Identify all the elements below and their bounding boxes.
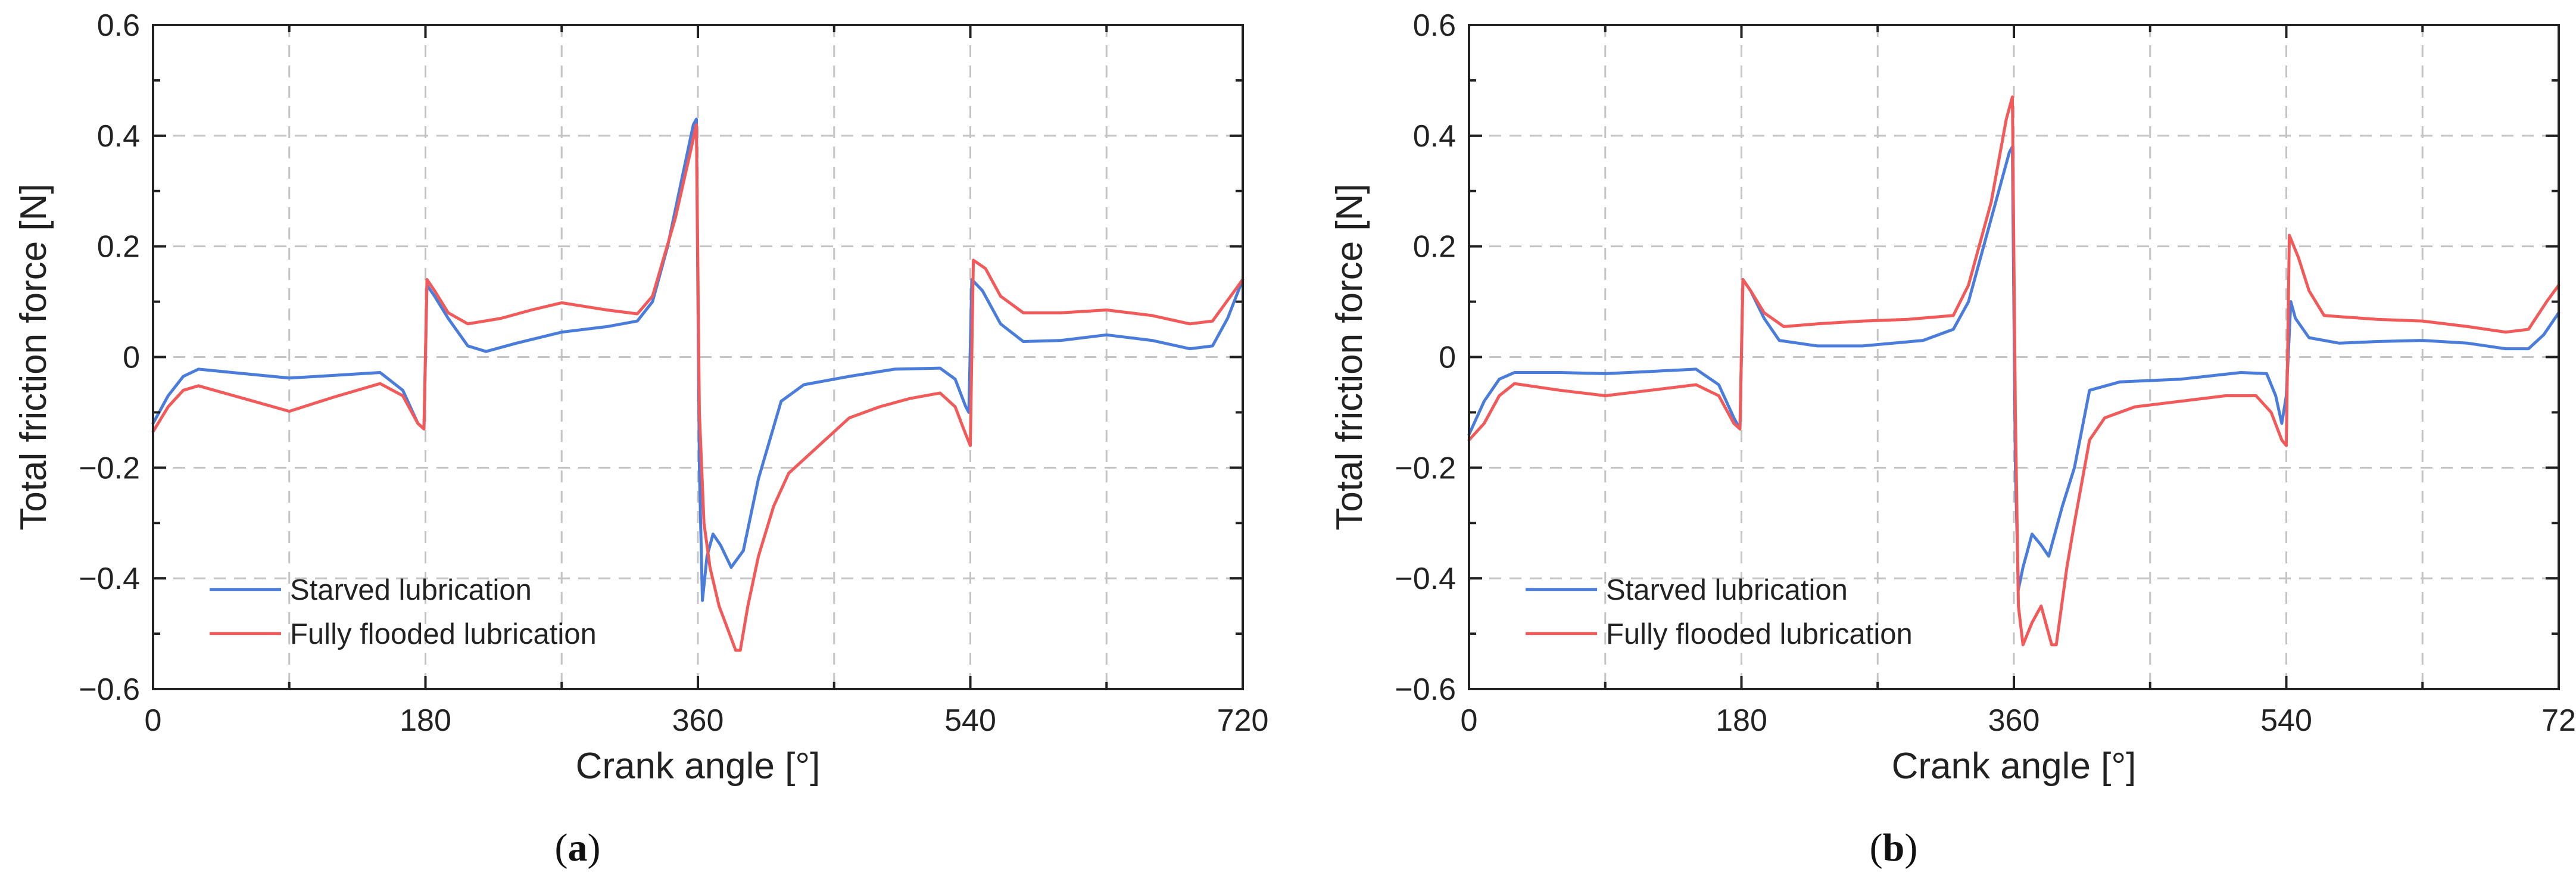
legend-label: Starved lubrication	[290, 574, 532, 606]
y-tick-label: 0.2	[97, 230, 140, 264]
y-tick-label: 0.6	[1413, 8, 1456, 43]
y-tick-label: −0.6	[1395, 672, 1456, 707]
y-tick-label: 0.4	[1413, 119, 1456, 154]
series-line-flooded	[151, 123, 1245, 652]
legend-label: Fully flooded lubrication	[1606, 618, 1913, 650]
y-tick-label: 0.2	[1413, 230, 1456, 264]
x-tick-label: 540	[944, 703, 996, 738]
x-tick-label: 540	[2260, 703, 2312, 738]
x-axis-title: Crank angle [°]	[1892, 746, 2137, 787]
legend-label: Fully flooded lubrication	[290, 618, 597, 650]
y-tick-label: 0.4	[97, 119, 140, 154]
y-tick-label: 0.6	[97, 8, 140, 43]
panel-label-part: a	[568, 826, 588, 869]
y-tick-label: 0	[1439, 341, 1456, 375]
x-tick-label: 72	[2541, 703, 2576, 738]
chart-panel-a: 0 180 360 540 720 −0.6 −0.4 −0.2 0 0.2 0.4 0.6 Crank…	[13, 8, 1268, 869]
legend: Starved lubrication Fully flooded lubrica…	[1526, 574, 1913, 650]
x-tick-label: 180	[400, 703, 451, 738]
y-tick-label: −0.2	[79, 451, 140, 485]
panel-label-part: )	[588, 826, 601, 869]
y-axis-title: Total friction force [N]	[1329, 183, 1370, 530]
x-tick-label: 0	[145, 703, 162, 738]
y-tick-label: 0	[123, 341, 140, 375]
panel-label: (a)	[555, 826, 601, 869]
y-axis-title: Total friction force [N]	[13, 183, 54, 530]
panel-label-part: b	[1883, 826, 1905, 869]
panel-label-part: (	[1870, 826, 1883, 869]
x-tick-label: 180	[1716, 703, 1767, 738]
y-tick-label: −0.4	[1395, 562, 1456, 596]
x-tick-label: 360	[672, 703, 724, 738]
legend: Starved lubrication Fully flooded lubrica…	[210, 574, 597, 650]
y-tick-label: −0.6	[79, 672, 140, 707]
y-tick-label: −0.2	[1395, 451, 1456, 485]
y-tick-label: −0.4	[79, 562, 140, 596]
x-axis-title: Crank angle [°]	[576, 746, 821, 787]
panel-label-part: )	[1904, 826, 1917, 869]
x-tick-label: 720	[1217, 703, 1269, 738]
legend-label: Starved lubrication	[1606, 574, 1848, 606]
series-line-flooded	[1467, 95, 2561, 647]
panel-label-part: (	[555, 826, 568, 869]
x-tick-label: 0	[1461, 703, 1478, 738]
x-tick-label: 360	[1988, 703, 2040, 738]
panel-label: (b)	[1870, 826, 1918, 869]
chart-panel-b: 0 180 360 540 72 −0.6 −0.4 −0.2 0 0.2 0.4 0.6 Crank …	[1329, 8, 2576, 869]
